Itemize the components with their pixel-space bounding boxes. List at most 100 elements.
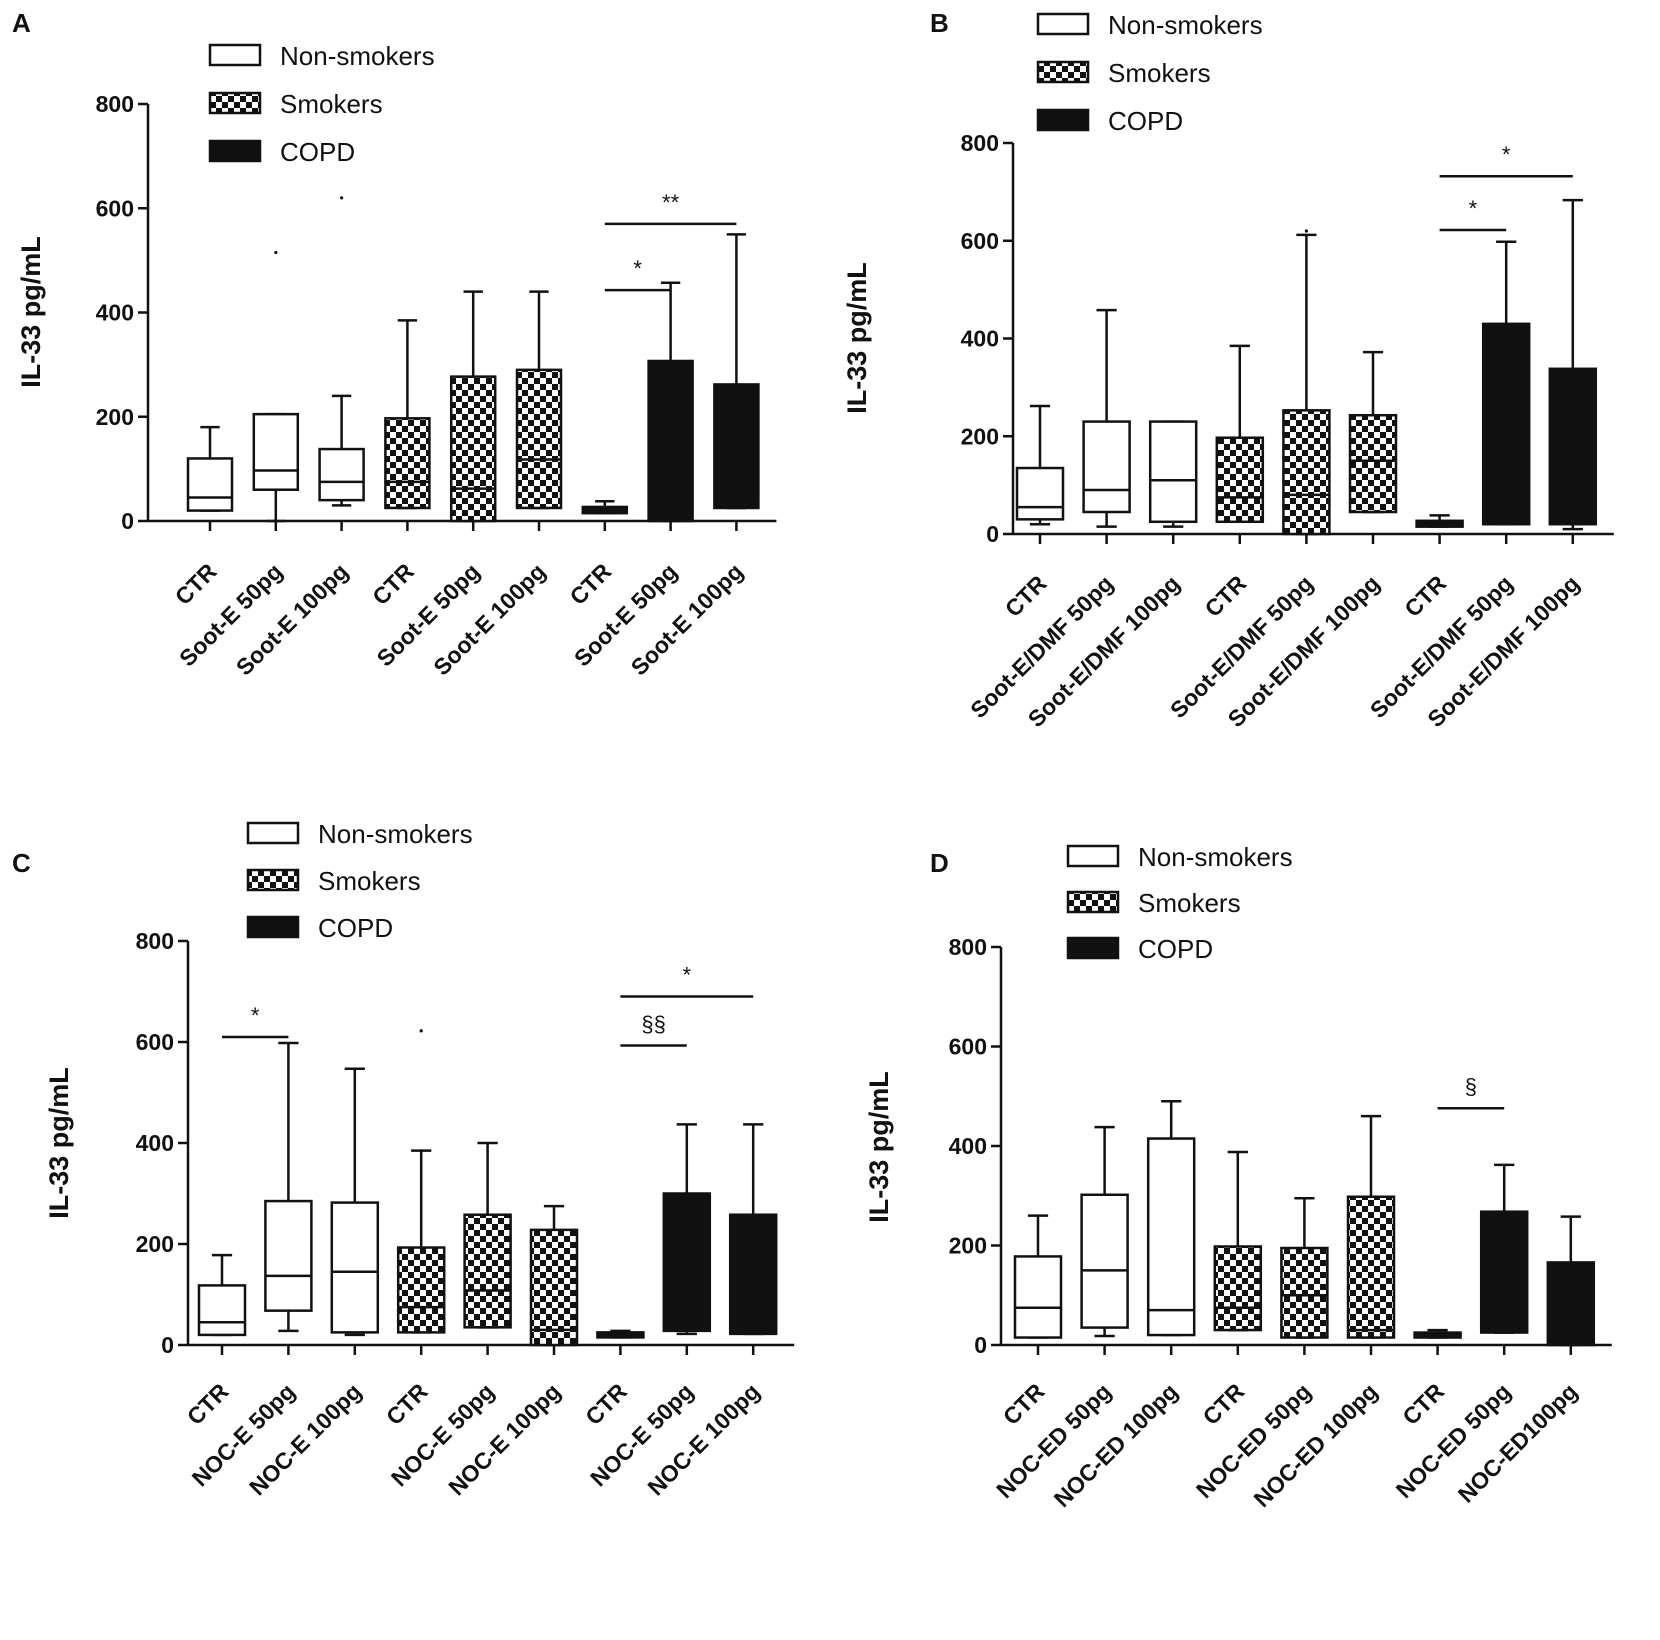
box-5 [1282,233,1331,536]
x-tick-label: CTR [1397,1378,1449,1430]
x-tick-label: NOC-ED 50pg [1391,1378,1516,1503]
box-iqr [264,1199,313,1312]
box-iqr [1015,466,1065,521]
box-iqr [318,447,365,502]
outlier-point [1304,229,1308,233]
significance-label: * [683,963,692,988]
legend-label: COPD [1108,106,1183,136]
panel-letter: D [930,848,949,878]
box-9 [1546,1215,1596,1347]
box-iqr [1548,367,1598,526]
box-3 [1148,420,1198,528]
outlier-point [340,196,344,200]
box-iqr [1546,1261,1596,1347]
panel-letter: A [12,8,31,38]
y-tick-label: 800 [96,91,134,117]
legend-swatch-copd [246,915,300,939]
x-tick-label: CTR [1399,570,1451,622]
box-6 [1348,350,1398,514]
x-tick-label: NOC-ED 100pg [1248,1378,1382,1512]
x-tick-label: Soot-E 100pg [626,558,748,680]
x-tick-label: Soot-E 100pg [428,558,550,680]
box-8 [647,281,694,523]
box-iqr [396,1246,446,1334]
box-6 [515,290,563,510]
box-iqr [1346,1195,1396,1339]
box-iqr [1213,1245,1263,1332]
legend-swatch-copd [1066,936,1120,960]
legend-swatch-smokers [1036,60,1090,84]
box-1 [1013,1214,1063,1339]
legend-swatch-smokers [1066,890,1120,914]
y-tick-label: 600 [96,195,134,221]
significance-label: * [1469,196,1478,221]
box-iqr [1148,420,1198,524]
legend-label: Non-smokers [1138,842,1293,872]
box-2 [264,1041,313,1333]
box-iqr [713,383,760,510]
box-8 [1479,1163,1529,1334]
legend-label: Non-smokers [318,819,473,849]
legend-label: Smokers [318,866,421,896]
x-tick-label: NOC-ED 50pg [991,1378,1116,1503]
y-tick-label: 200 [949,1233,987,1259]
box-4 [384,319,431,510]
panel-a: A Non-smokers Smokers COPD 0 200 400 600 800 IL-3… [12,8,777,680]
panel-b: B Non-smokers Smokers COPD 0 200 400 600 800 IL-3… [842,8,1614,732]
y-tick-label: 0 [121,508,134,534]
box-5 [1280,1196,1329,1339]
y-axis-label: IL-33 pg/mL [16,236,46,388]
x-tick-label: CTR [1198,1378,1250,1430]
box-4 [1213,1150,1263,1332]
box-3 [318,394,365,507]
legend-label: COPD [1138,934,1213,964]
legend-swatch-copd [208,139,262,163]
x-tick-label: CTR [565,558,617,610]
box-iqr [384,417,431,510]
box-iqr [1080,1193,1129,1329]
box-9 [1548,198,1598,531]
y-tick-label: 800 [949,934,987,960]
legend-swatch-non-smokers [208,43,262,67]
legend-swatch-smokers [246,868,300,892]
x-tick-label: CTR [998,1378,1050,1430]
box-2 [1082,308,1131,528]
legend-label: COPD [318,913,393,943]
legend-swatch-copd [1036,108,1090,132]
y-tick-label: 0 [974,1332,987,1358]
box-iqr [1013,1255,1063,1339]
box-iqr [449,375,497,523]
legend-swatch-smokers [208,91,262,115]
box-iqr [529,1228,579,1347]
legend-label: Smokers [1138,888,1241,918]
legend-label: Non-smokers [1108,10,1263,40]
box-6 [529,1204,579,1347]
significance-label: § [1465,1074,1477,1099]
panel-d: D Non-smokers Smokers COPD 0 200 400 600 800 IL-3… [864,842,1612,1512]
box-iqr [647,359,694,523]
legend-swatch-non-smokers [246,821,300,845]
box-4 [1215,344,1265,524]
box-iqr [1146,1137,1196,1337]
y-tick-label: 800 [136,928,174,954]
box-7 [1415,514,1464,528]
panel-letter: B [930,8,949,38]
box-iqr [252,412,300,491]
box-iqr [728,1213,778,1336]
legend-swatch-non-smokers [1036,12,1090,36]
significance-label: * [1502,142,1511,167]
box-iqr [1348,413,1398,514]
y-tick-label: 600 [136,1029,174,1055]
box-2 [1080,1125,1129,1338]
significance-label: §§ [641,1012,665,1037]
x-tick-label: CTR [1000,570,1052,622]
legend-label: Smokers [280,89,383,119]
y-tick-label: 800 [961,130,999,156]
x-tick-label: Soot-E 100pg [231,558,353,680]
box-8 [1481,240,1531,526]
box-iqr [1282,409,1331,536]
panel-letter: C [12,848,31,878]
y-tick-label: 600 [949,1034,987,1060]
significance-label: * [633,256,642,281]
box-1 [1015,404,1065,526]
